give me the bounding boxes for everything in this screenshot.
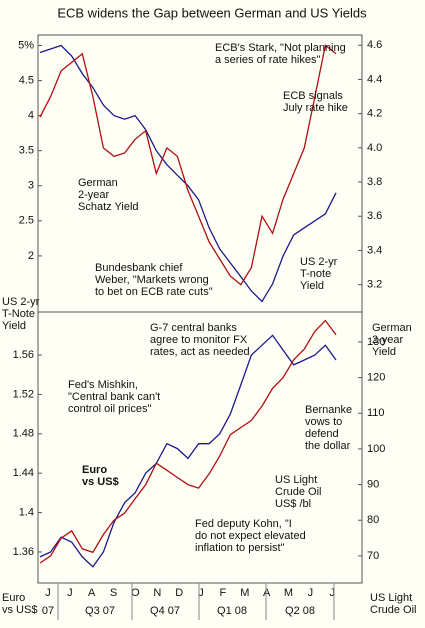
y-tick-label: 1.44 [13, 467, 34, 479]
axis-label: German [372, 322, 412, 334]
x-tick-label: J [45, 587, 51, 599]
x-tick-label: D [175, 587, 183, 599]
quarter-label: 07 [42, 605, 54, 617]
axis-label: 2-year [372, 334, 404, 346]
annotation: agree to monitor FX [150, 334, 248, 346]
annotation: Bernanke [305, 404, 352, 416]
y-tick-label: 2 [28, 250, 34, 262]
annotation: inflation to persist" [195, 542, 285, 554]
y2-tick-label: 3.6 [367, 210, 382, 222]
y-tick-label: 4.5 [19, 74, 34, 86]
annotation: Schatz Yield [78, 201, 139, 213]
y2-tick-label: 3.8 [367, 176, 382, 188]
chart-title: ECB widens the Gap between German and US… [57, 5, 367, 20]
annotation: vs US$ [82, 476, 119, 488]
y2-tick-label: 100 [367, 443, 385, 455]
x-tick-label: J [329, 587, 335, 599]
y2-tick-label: 3.2 [367, 279, 382, 291]
y2-tick-label: 130 [367, 336, 385, 348]
series-line [39, 44, 337, 286]
quarter-label: Q3 07 [85, 605, 115, 617]
series-line [39, 44, 337, 303]
y-tick-label: 4 [28, 110, 34, 122]
y-tick-label: 1.36 [13, 546, 34, 558]
y2-tick-label: 3.4 [367, 244, 382, 256]
annotation: T-note [300, 268, 331, 280]
axis-label: US 2-yr [2, 296, 40, 308]
series-line [39, 319, 337, 564]
y2-tick-label: 70 [367, 550, 379, 562]
annotation: rates, act as needed [150, 346, 250, 358]
x-tick-label: A [263, 587, 271, 599]
annotation: Yield [300, 280, 324, 292]
y2-tick-label: 90 [367, 478, 379, 490]
x-tick-label: A [88, 587, 96, 599]
axis-label: T-Note [2, 308, 35, 320]
y-tick-label: 1.4 [19, 506, 34, 518]
y2-tick-label: 120 [367, 372, 385, 384]
annotation: the dollar [305, 440, 351, 452]
annotation: Weber, "Markets wrong [95, 274, 209, 286]
annotation: US Light [275, 474, 317, 486]
x-tick-label: O [131, 587, 140, 599]
x-tick-label: N [153, 587, 161, 599]
annotation: US$ /bl [275, 498, 311, 510]
y2-tick-label: 80 [367, 514, 379, 526]
quarter-label: Q2 08 [285, 605, 315, 617]
x-tick-label: M [240, 587, 249, 599]
annotation: vows to [305, 416, 342, 428]
annotation: defend [305, 428, 339, 440]
axis-label: Crude Oil [370, 604, 416, 616]
quarter-label: Q4 07 [150, 605, 180, 617]
annotation: do not expect elevated [195, 530, 306, 542]
annotation: G-7 central banks [150, 322, 237, 334]
y2-tick-label: 4.4 [367, 73, 382, 85]
y2-tick-label: 4.0 [367, 142, 382, 154]
annotation: control oil prices" [68, 403, 151, 415]
y-tick-label: 1.52 [13, 388, 34, 400]
annotation: ECB's Stark, "Not planning [215, 42, 346, 54]
x-tick-label: J [198, 587, 204, 599]
y2-tick-label: 110 [367, 407, 385, 419]
annotation: a series of rate hikes" [215, 54, 320, 66]
quarter-label: Q1 08 [217, 605, 247, 617]
axis-label: US Light [370, 592, 412, 604]
y2-tick-label: 4.6 [367, 39, 382, 51]
annotation: to bet on ECB rate cuts" [95, 286, 213, 298]
annotation: Bundesbank chief [95, 262, 183, 274]
annotation: US 2-yr [300, 256, 338, 268]
annotation: Fed's Mishkin, [68, 379, 138, 391]
y-tick-label: 1.48 [13, 428, 34, 440]
annotation: Fed deputy Kohn, "I [195, 518, 292, 530]
annotation: 2-year [78, 189, 110, 201]
annotation: July rate hike [283, 102, 348, 114]
annotation: Euro [82, 464, 107, 476]
y-tick-label: 2.5 [19, 215, 34, 227]
annotation: "Central bank can't [68, 391, 160, 403]
y2-tick-label: 4.2 [367, 108, 382, 120]
axis-label: Yield [2, 320, 26, 332]
axis-label: Yield [372, 346, 396, 358]
x-tick-label: J [308, 587, 314, 599]
annotation: German [78, 177, 118, 189]
annotation: Crude Oil [275, 486, 321, 498]
y-tick-label: 5% [18, 39, 34, 51]
axis-label: vs US$ [2, 604, 37, 616]
annotation: ECB signals [283, 90, 343, 102]
x-tick-label: S [110, 587, 117, 599]
y-tick-label: 3 [28, 180, 34, 192]
x-tick-label: J [67, 587, 73, 599]
x-tick-label: F [220, 587, 227, 599]
y-tick-label: 3.5 [19, 145, 34, 157]
x-tick-label: M [284, 587, 293, 599]
y-tick-label: 1.56 [13, 349, 34, 361]
series-line [39, 334, 337, 568]
axis-label: Euro [2, 592, 25, 604]
plot-frame [37, 34, 363, 584]
